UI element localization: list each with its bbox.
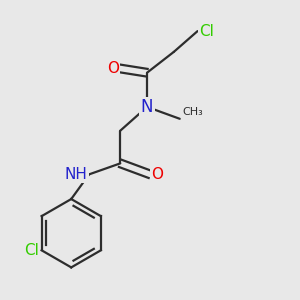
Text: O: O [152,167,164,182]
Text: Cl: Cl [24,243,39,258]
Text: Cl: Cl [199,24,214,39]
Text: N: N [141,98,153,116]
Text: NH: NH [65,167,88,182]
Text: O: O [107,61,119,76]
Text: CH₃: CH₃ [182,107,203,117]
